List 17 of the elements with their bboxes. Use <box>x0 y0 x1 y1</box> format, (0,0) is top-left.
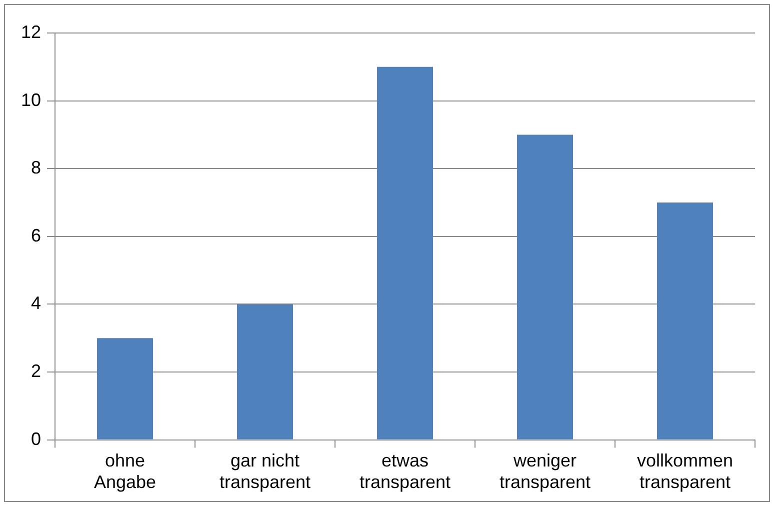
x-tick-label: weniger transparent <box>499 450 591 492</box>
y-tick-label: 10 <box>20 90 42 110</box>
bar <box>97 338 154 440</box>
x-tick-label: vollkommen transparent <box>636 450 734 492</box>
y-tick-label: 0 <box>31 428 42 449</box>
bar <box>237 304 294 440</box>
y-tick-label: 12 <box>20 22 42 42</box>
y-tick-label: 8 <box>31 158 42 178</box>
bar <box>657 202 713 440</box>
x-tick-label: etwas transparent <box>359 450 451 492</box>
y-tick-label: 6 <box>31 225 42 246</box>
y-tick-label: 2 <box>31 360 42 381</box>
x-tick-label: gar nicht transparent <box>219 450 311 492</box>
y-tick-label: 4 <box>31 293 42 314</box>
bar <box>377 66 434 440</box>
x-tick-label: ohne Angabe <box>94 450 156 492</box>
bar <box>517 134 574 440</box>
